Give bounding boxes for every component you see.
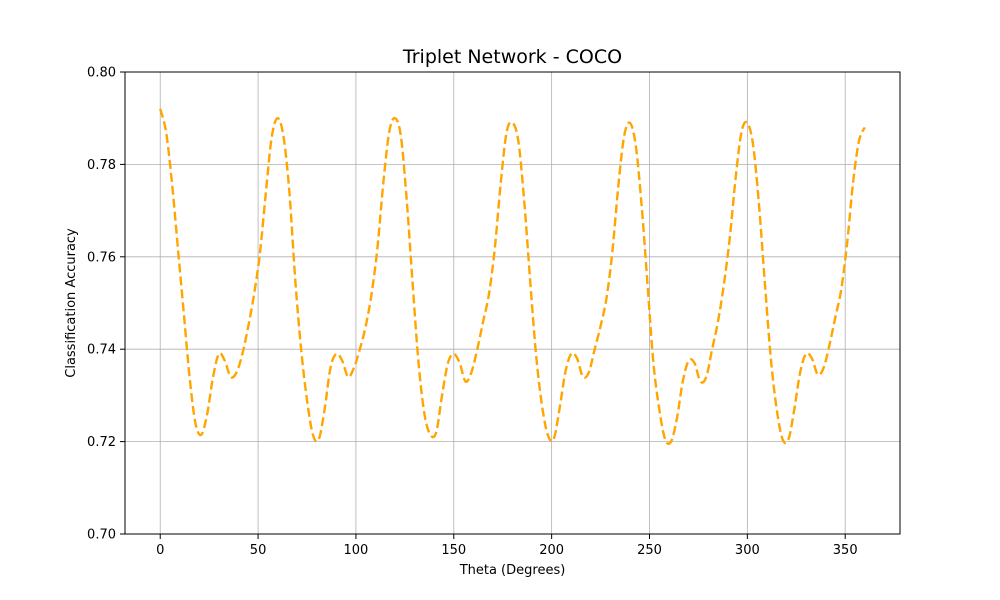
y-tick-label: 0.70 <box>87 528 116 543</box>
x-tick-label: 100 <box>344 543 369 558</box>
x-axis-label: Theta (Degrees) <box>459 563 566 578</box>
y-tick-label: 0.72 <box>87 435 116 450</box>
x-tick-label: 50 <box>250 543 267 558</box>
series-line-0 <box>159 108 866 446</box>
x-tick-label: 250 <box>637 543 662 558</box>
x-tick-label: 150 <box>441 543 466 558</box>
x-tick-label: 0 <box>156 543 164 558</box>
y-tick-label: 0.74 <box>87 343 116 358</box>
y-tick-label: 0.76 <box>87 250 116 265</box>
chart-title: Triplet Network - COCO <box>402 46 622 68</box>
y-tick-label: 0.80 <box>87 66 116 81</box>
series-layer <box>159 108 866 446</box>
axis-ticks: 0 50 100 150 200 250 300 350 0.70 0.72 0.74 0.76 0.7… <box>87 66 858 559</box>
x-tick-label: 200 <box>539 543 564 558</box>
plot-frame <box>124 71 901 535</box>
x-tick-label: 350 <box>833 543 858 558</box>
y-tick-label: 0.78 <box>87 158 116 173</box>
y-axis-label: Classification Accuracy <box>64 228 79 378</box>
x-tick-label: 300 <box>735 543 760 558</box>
